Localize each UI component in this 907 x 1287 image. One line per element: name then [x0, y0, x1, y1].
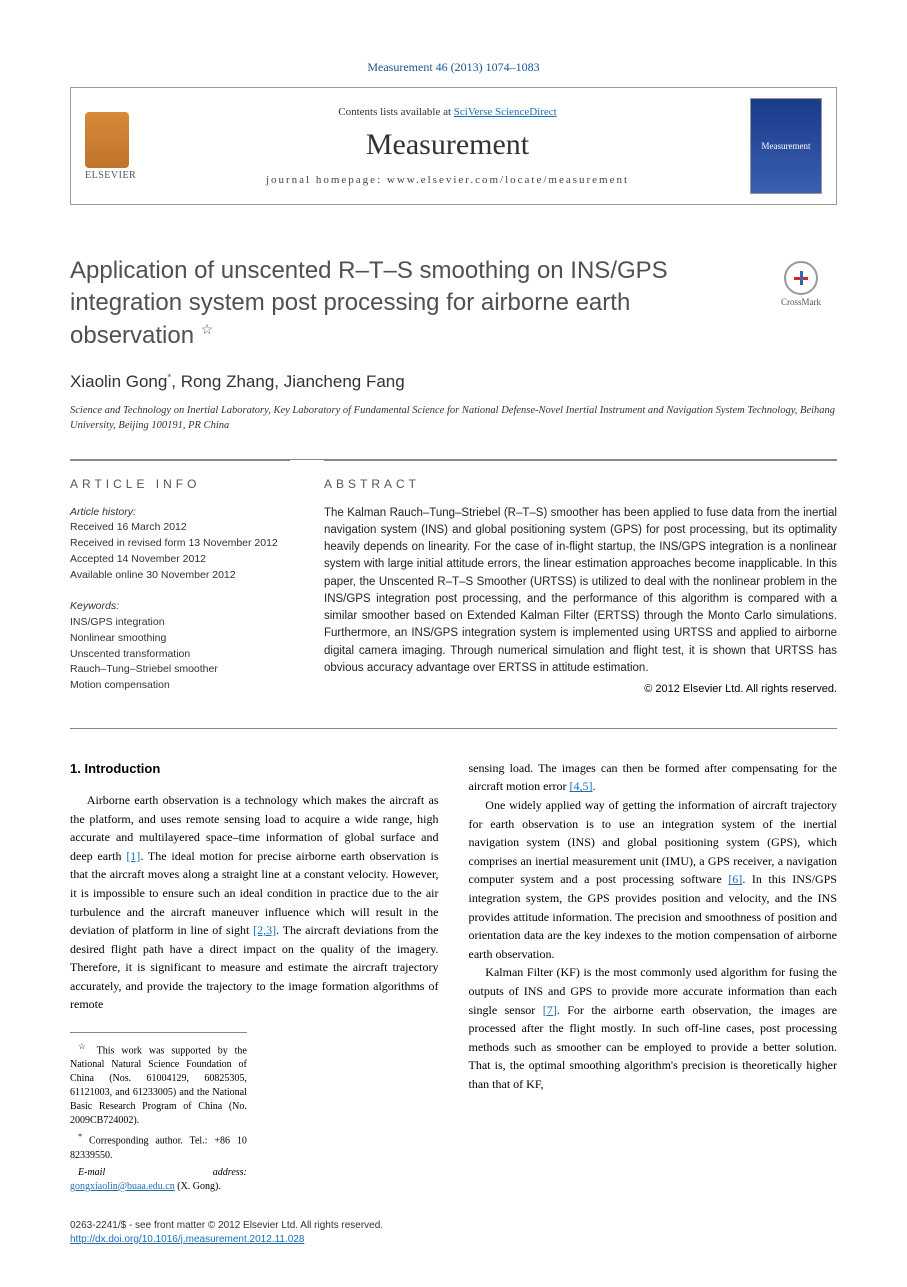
email-link[interactable]: gongxiaolin@buaa.edu.cn — [70, 1181, 175, 1192]
author-3: Jiancheng Fang — [284, 372, 405, 391]
history-online: Available online 30 November 2012 — [70, 568, 290, 584]
page-footer-meta: 0263-2241/$ - see front matter © 2012 El… — [70, 1219, 837, 1247]
homepage-label: journal homepage: — [266, 174, 387, 186]
reference-link[interactable]: [2,3] — [253, 923, 276, 937]
keyword-item: Motion compensation — [70, 678, 290, 694]
journal-citation: Measurement 46 (2013) 1074–1083 — [70, 60, 837, 75]
history-received: Received 16 March 2012 — [70, 520, 290, 536]
body-two-column: 1. Introduction Airborne earth observati… — [70, 759, 837, 1197]
author-sep-1: , — [171, 372, 180, 391]
reference-link[interactable]: [7] — [543, 1003, 557, 1017]
crossmark-icon — [784, 261, 818, 295]
body-para-3: Kalman Filter (KF) is the most commonly … — [469, 963, 838, 1093]
keyword-item: Unscented transformation — [70, 647, 290, 663]
contents-prefix: Contents lists available at — [338, 106, 453, 118]
footnote-corresponding: * Corresponding author. Tel.: +86 10 823… — [70, 1131, 247, 1162]
body-para-2: One widely applied way of getting the in… — [469, 796, 838, 963]
article-info-heading: article info — [70, 477, 290, 491]
title-text: Application of unscented R–T–S smoothing… — [70, 257, 668, 349]
history-accepted: Accepted 14 November 2012 — [70, 552, 290, 568]
footnote-email: E-mail address: gongxiaolin@buaa.edu.cn … — [70, 1166, 247, 1194]
body-col-right: sensing load. The images can then be for… — [469, 759, 838, 1197]
body-para-1-cont: sensing load. The images can then be for… — [469, 759, 838, 796]
journal-title: Measurement — [145, 128, 750, 162]
article-title: Application of unscented R–T–S smoothing… — [70, 255, 749, 352]
crossmark-badge[interactable]: CrossMark — [765, 255, 837, 307]
reference-link[interactable]: [6] — [728, 872, 742, 886]
scidirect-link[interactable]: SciVerse ScienceDirect — [454, 106, 557, 118]
title-footnote-marker: ☆ — [201, 321, 214, 337]
journal-homepage: journal homepage: www.elsevier.com/locat… — [145, 174, 750, 186]
section-1-heading: 1. Introduction — [70, 759, 439, 779]
elsevier-tree-icon — [85, 112, 129, 168]
keyword-item: Nonlinear smoothing — [70, 631, 290, 647]
footnote-marker-star: ☆ — [78, 1042, 90, 1051]
publisher-logo: ELSEVIER — [85, 112, 145, 181]
journal-cover-thumb: Measurement — [750, 98, 822, 194]
reference-link[interactable]: [1] — [126, 849, 140, 863]
author-1: Xiaolin Gong — [70, 372, 167, 391]
body-text: sensing load. The images can then be for… — [469, 761, 838, 794]
keyword-item: INS/GPS integration — [70, 615, 290, 631]
body-col-left: 1. Introduction Airborne earth observati… — [70, 759, 439, 1197]
abstract-copyright: © 2012 Elsevier Ltd. All rights reserved… — [324, 683, 837, 695]
footnote-text: This work was supported by the National … — [70, 1045, 247, 1126]
keyword-item: Rauch–Tung–Striebel smoother — [70, 662, 290, 678]
body-para-1: Airborne earth observation is a technolo… — [70, 791, 439, 1014]
author-2: Rong Zhang — [181, 372, 275, 391]
footnotes-block: ☆ This work was supported by the Nationa… — [70, 1032, 247, 1194]
footnote-text: Corresponding author. Tel.: +86 10 82339… — [70, 1136, 247, 1161]
email-label: E-mail address: — [78, 1167, 247, 1178]
homepage-url[interactable]: www.elsevier.com/locate/measurement — [387, 174, 629, 186]
issn-line: 0263-2241/$ - see front matter © 2012 El… — [70, 1219, 837, 1233]
author-affiliation: Science and Technology on Inertial Labor… — [70, 404, 837, 433]
author-list: Xiaolin Gong*, Rong Zhang, Jiancheng Fan… — [70, 372, 837, 392]
contents-available-line: Contents lists available at SciVerse Sci… — [145, 106, 750, 118]
author-sep-2: , — [274, 372, 283, 391]
abstract-text: The Kalman Rauch–Tung–Striebel (R–T–S) s… — [324, 505, 837, 678]
journal-header: ELSEVIER Contents lists available at Sci… — [70, 87, 837, 205]
email-suffix: (X. Gong). — [175, 1181, 221, 1192]
crossmark-label: CrossMark — [781, 297, 821, 307]
keywords-label: Keywords: — [70, 599, 290, 615]
footnote-funding: ☆ This work was supported by the Nationa… — [70, 1041, 247, 1128]
body-text: . — [592, 779, 595, 793]
publisher-name: ELSEVIER — [85, 170, 145, 181]
doi-link[interactable]: http://dx.doi.org/10.1016/j.measurement.… — [70, 1234, 304, 1245]
keywords-block: Keywords: INS/GPS integration Nonlinear … — [70, 599, 290, 694]
reference-link[interactable]: [4,5] — [569, 779, 592, 793]
history-revised: Received in revised form 13 November 201… — [70, 536, 290, 552]
history-label: Article history: — [70, 505, 290, 521]
abstract-heading: abstract — [324, 477, 837, 491]
article-history: Article history: Received 16 March 2012 … — [70, 505, 290, 584]
